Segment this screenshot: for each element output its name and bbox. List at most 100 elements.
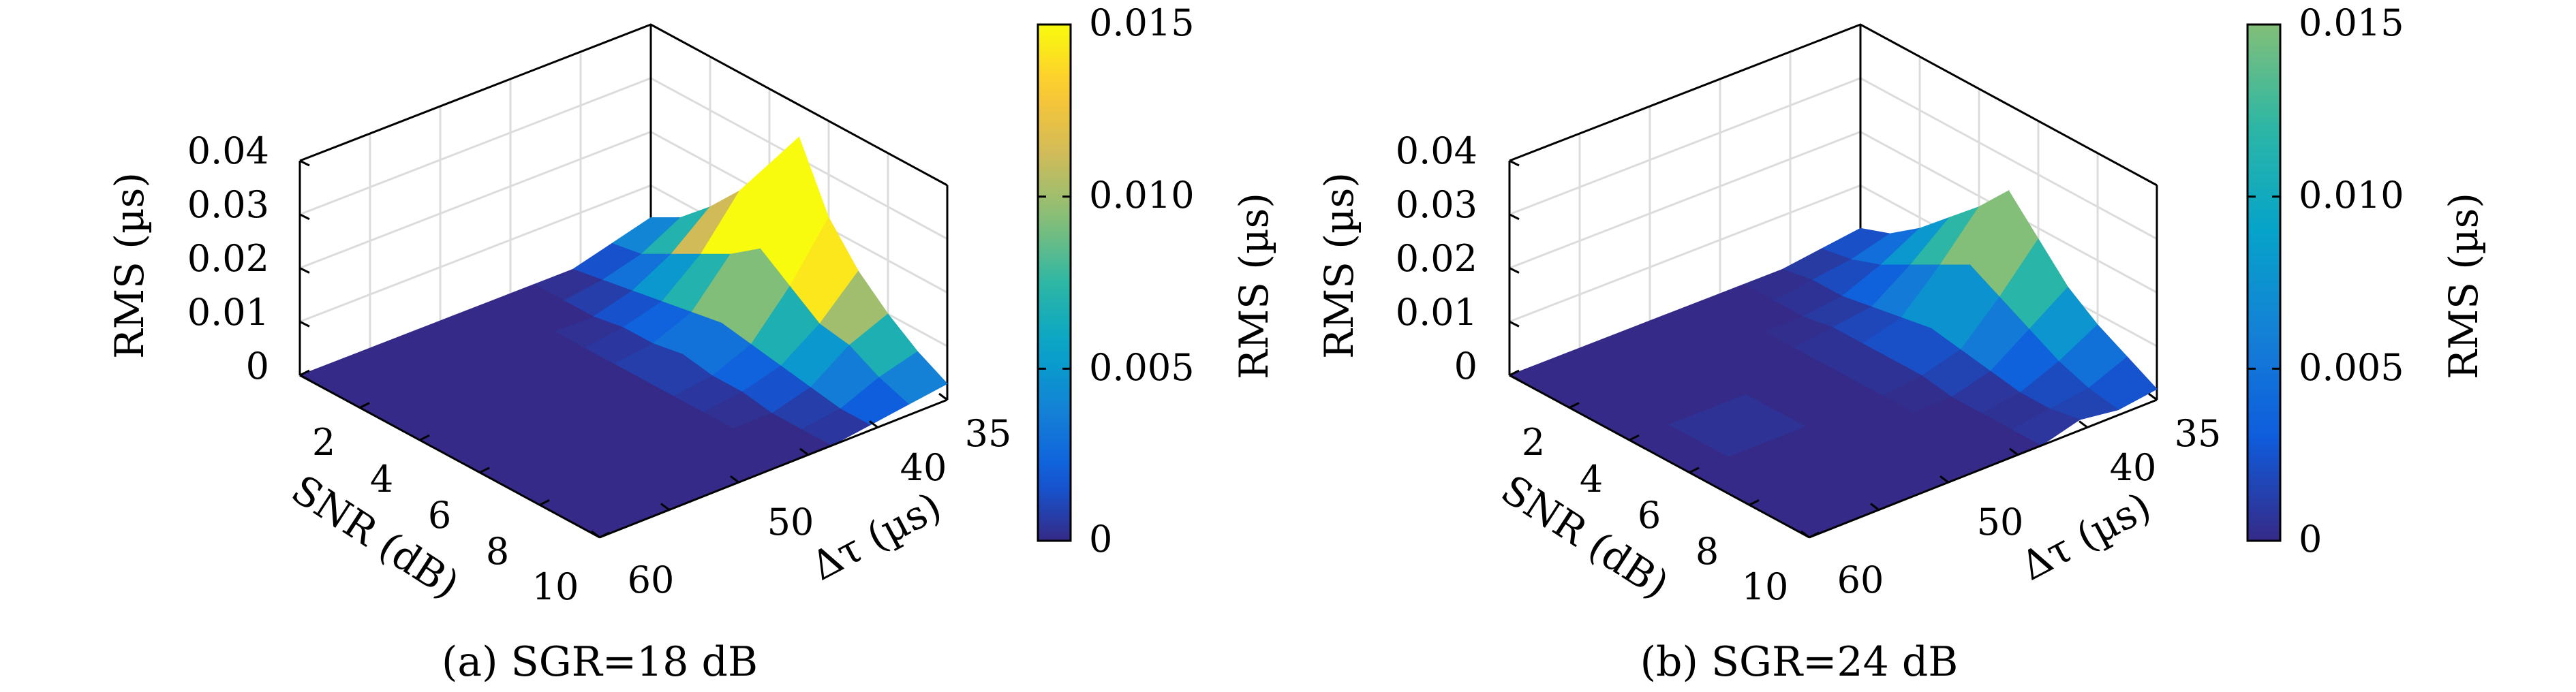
- x-tick-label: 10: [1742, 565, 1789, 608]
- colorbar-tick-label: 0.010: [2299, 174, 2404, 217]
- z-tick-label: 0.04: [187, 129, 269, 172]
- z-tick-labels: 0 0.01 0.02 0.03 0.04: [187, 129, 269, 388]
- y-tick: [2079, 420, 2088, 428]
- panel-a: 0 0.01 0.02 0.03 0.04 RMS (µs) 2 4 6 8 1…: [106, 1, 1277, 686]
- z-tick-labels: 0 0.01 0.02 0.03 0.04: [1396, 129, 1477, 388]
- z-axis-label: RMS (µs): [106, 172, 153, 359]
- y-tick: [660, 503, 670, 511]
- y-tick: [799, 447, 809, 456]
- x-tick: [419, 434, 430, 441]
- y-tick-label: 35: [965, 412, 1012, 455]
- z-tick: [299, 159, 310, 167]
- axes-front-frame: [1508, 159, 2158, 539]
- x-tick-label: 8: [1696, 530, 1719, 573]
- y-tick-label: 40: [900, 446, 947, 489]
- colorbar-tick-label: 0: [1089, 518, 1112, 561]
- x-tick: [599, 531, 610, 539]
- z-tick: [1509, 213, 1520, 221]
- y-axis-label: Δτ (µs): [2013, 483, 2158, 589]
- x-tick: [1689, 467, 1700, 474]
- x-tick-labels: 2 4 6 8 10: [1522, 421, 1789, 608]
- x-tick-label: 4: [370, 458, 393, 501]
- z-tick: [299, 374, 310, 381]
- x-tick: [479, 467, 490, 474]
- colorbar-tick-labels: 0 0.005 0.010 0.015: [2299, 1, 2404, 561]
- z-tick-label: 0.01: [187, 291, 269, 334]
- panel-caption: (b) SGR=24 dB: [1640, 638, 1959, 686]
- x-tick-label: 10: [532, 565, 579, 608]
- colorbar-tick-label: 0: [2299, 518, 2322, 561]
- y-tick-label: 60: [628, 559, 675, 601]
- y-tick: [938, 392, 948, 401]
- z-tick-label: 0: [246, 345, 269, 388]
- z-tick: [1509, 320, 1520, 328]
- colorbar: 0 0.005 0.010 0.015 RMS (µs): [1037, 1, 1277, 561]
- x-tick: [1509, 369, 1520, 377]
- z-tick-label: 0.01: [1396, 291, 1477, 334]
- colorbar-tick-label: 0.005: [1089, 346, 1195, 389]
- x-tick: [1629, 434, 1640, 441]
- x-tick: [359, 402, 370, 409]
- y-tick: [2009, 447, 2019, 456]
- y-tick: [1870, 503, 1880, 511]
- y-tick-label: 50: [1977, 501, 2024, 544]
- y-tick-label: 40: [2110, 446, 2157, 489]
- y-tick: [1939, 475, 1949, 484]
- x-tick-label: 4: [1580, 458, 1603, 501]
- z-tick: [299, 320, 310, 328]
- x-axis-line: [1509, 374, 1810, 539]
- x-tick-label: 2: [312, 421, 335, 464]
- axes-front-frame: [298, 159, 948, 539]
- z-tick: [1509, 267, 1520, 274]
- x-tick: [299, 369, 310, 377]
- colorbar-label: RMS (µs): [1231, 193, 1277, 379]
- panel-b: 0 0.01 0.02 0.03 0.04 RMS (µs) 2 4 6 8 1…: [1316, 1, 2487, 686]
- colorbar-tick-label: 0.010: [1089, 174, 1195, 217]
- colorbar-label: RMS (µs): [2440, 193, 2487, 379]
- y-tick-labels: 35 40 50 60: [1837, 412, 2222, 601]
- x-tick-label: 8: [486, 530, 509, 573]
- z-tick-label: 0.04: [1396, 129, 1477, 172]
- y-tick-label: 50: [767, 501, 814, 544]
- panel-caption: (a) SGR=18 dB: [442, 638, 758, 686]
- z-tick-label: 0.03: [187, 183, 269, 226]
- x-tick-label: 2: [1522, 421, 1545, 464]
- y-tick-label: 60: [1837, 559, 1884, 601]
- surface-plot: [1508, 189, 2158, 538]
- z-tick: [1509, 159, 1520, 167]
- z-tick-label: 0.02: [1396, 237, 1477, 280]
- colorbar-gradient: [2246, 23, 2282, 542]
- z-tick: [299, 267, 310, 274]
- y-tick: [869, 420, 878, 428]
- y-tick-labels: 35 40 50 60: [628, 412, 1012, 601]
- colorbar-tick-labels: 0 0.005 0.010 0.015: [1089, 1, 1195, 561]
- colorbar-tick-label: 0.005: [2299, 346, 2404, 389]
- y-tick: [730, 475, 739, 484]
- y-axis-line: [599, 398, 948, 539]
- x-tick-labels: 2 4 6 8 10: [312, 421, 579, 608]
- z-axis-label: RMS (µs): [1316, 172, 1362, 359]
- x-tick-label: 6: [1638, 494, 1661, 537]
- y-tick: [1800, 530, 1810, 539]
- x-tick: [1569, 402, 1580, 409]
- colorbar-tick-label: 0.015: [2299, 1, 2404, 44]
- z-tick-label: 0: [1454, 345, 1477, 388]
- z-tick: [299, 213, 310, 221]
- colorbar: 0 0.005 0.010 0.015 RMS (µs): [2246, 1, 2487, 561]
- z-tick: [1509, 374, 1520, 381]
- colorbar-gradient: [1037, 23, 1072, 542]
- x-tick: [1749, 499, 1760, 506]
- z-tick-label: 0.03: [1396, 183, 1477, 226]
- y-axis-label: Δτ (µs): [803, 483, 949, 589]
- y-tick: [591, 530, 600, 539]
- y-axis-line: [1809, 398, 2158, 539]
- colorbar-tick-label: 0.015: [1089, 1, 1195, 44]
- x-tick: [1809, 531, 1820, 539]
- y-tick-label: 35: [2175, 412, 2222, 455]
- z-tick-label: 0.02: [187, 237, 269, 280]
- x-tick: [539, 499, 550, 506]
- y-tick: [2148, 392, 2158, 401]
- x-axis-line: [299, 374, 600, 539]
- x-tick-label: 6: [428, 494, 451, 537]
